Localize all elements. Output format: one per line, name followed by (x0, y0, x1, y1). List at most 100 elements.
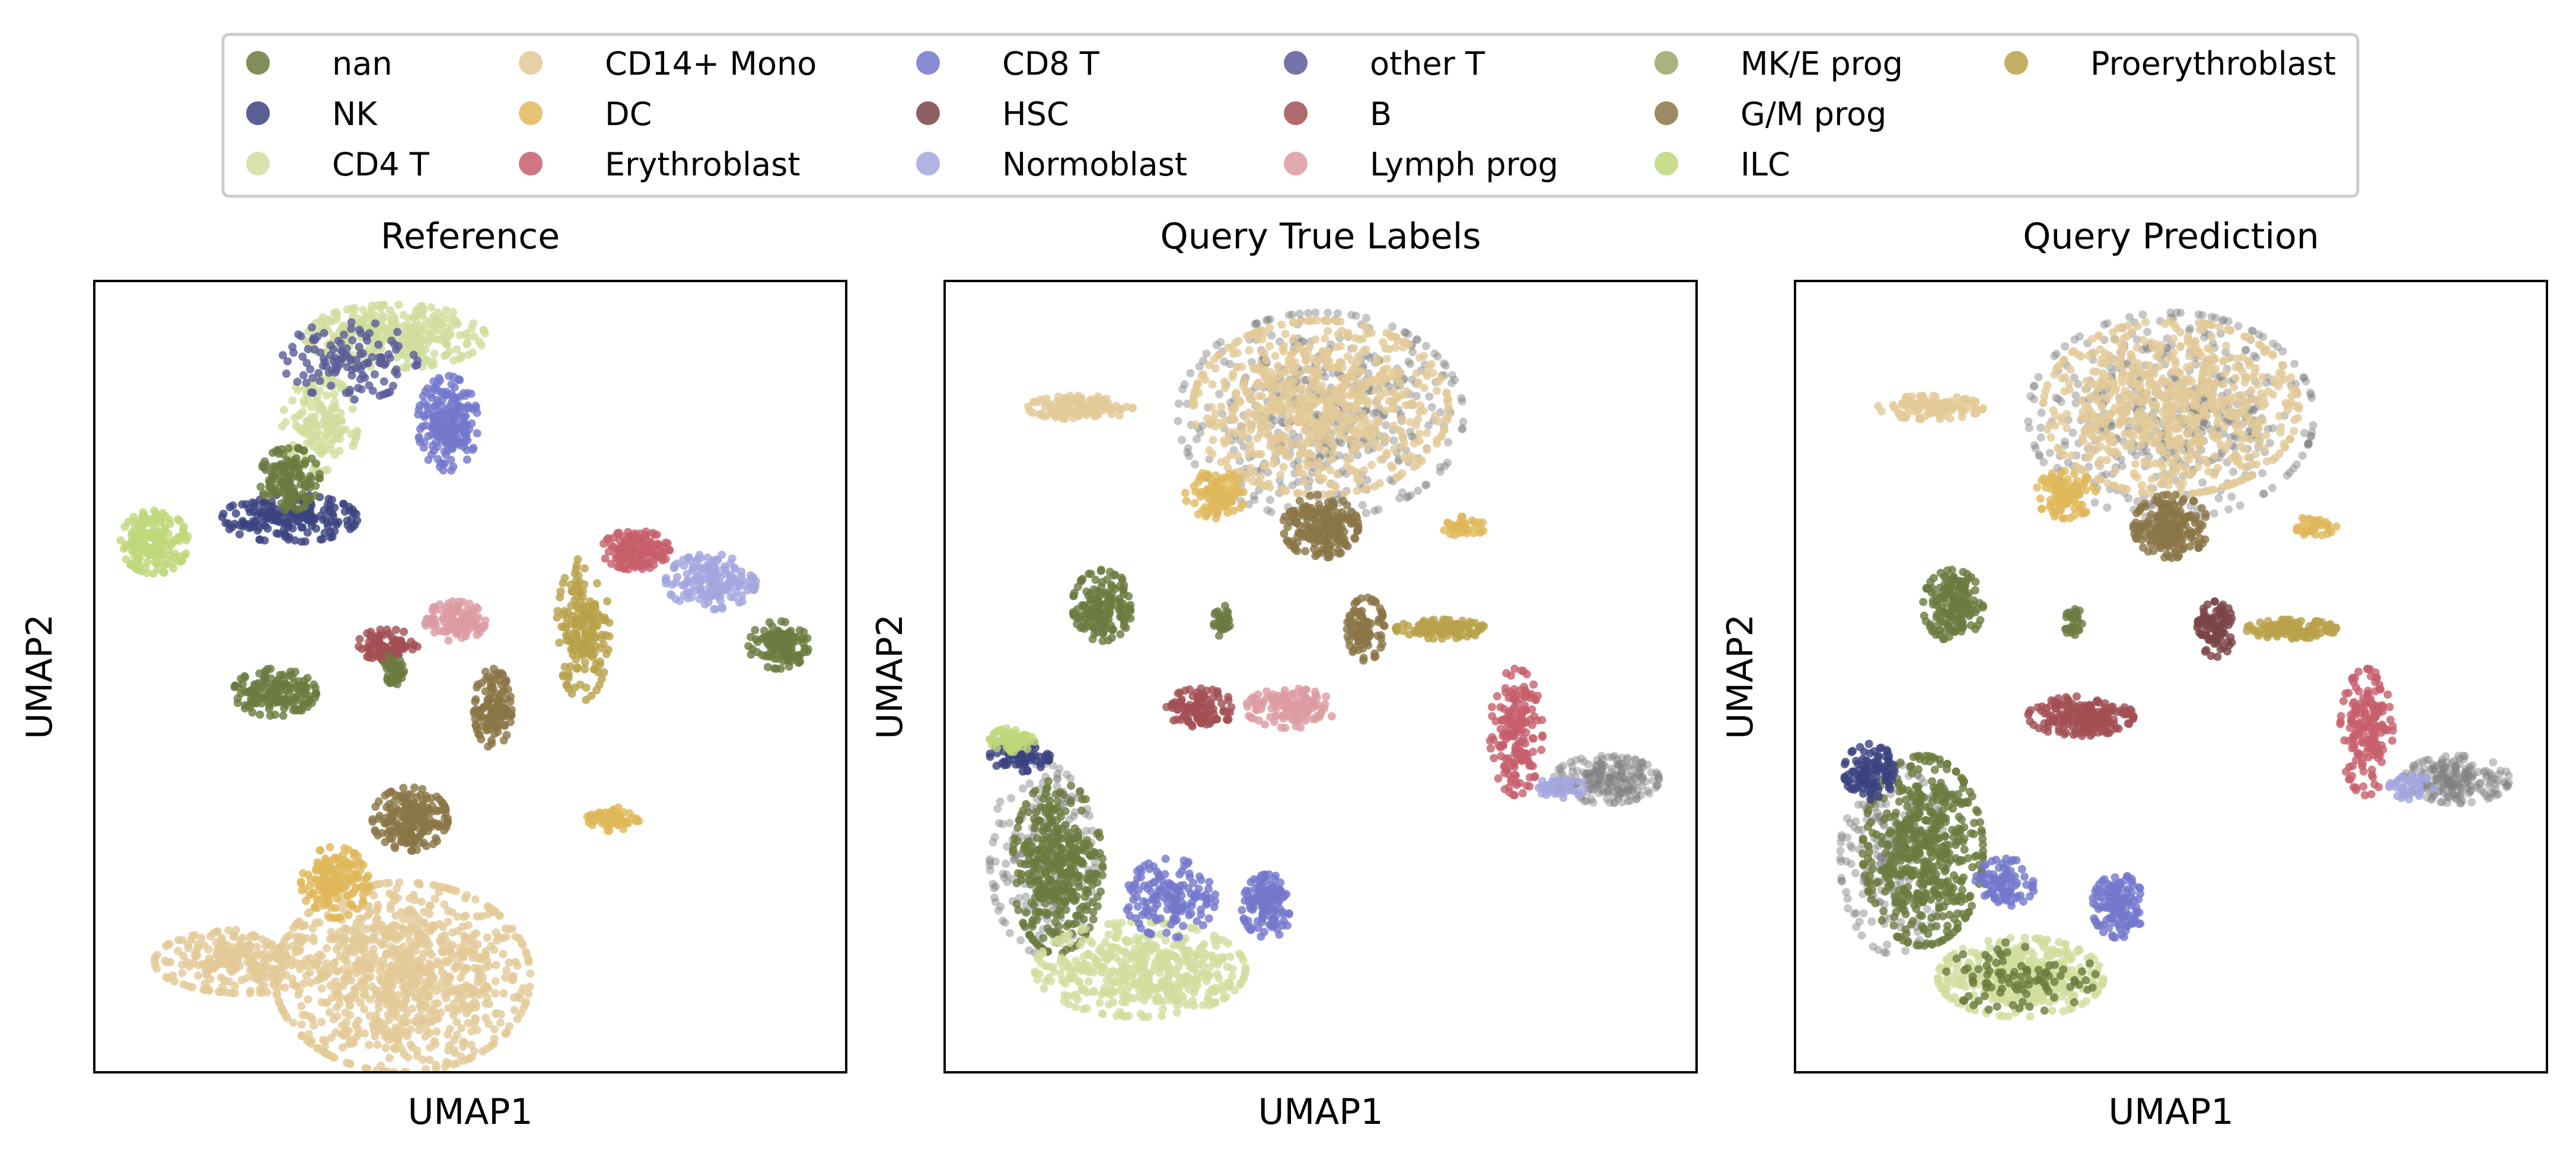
point (409, 350, 418, 359)
point (445, 972, 454, 981)
point (429, 923, 438, 932)
point (1430, 349, 1439, 358)
point (264, 704, 273, 713)
point (230, 519, 239, 528)
point (770, 664, 779, 673)
point (179, 951, 187, 960)
point (335, 446, 344, 455)
point (1325, 357, 1334, 366)
cluster-g-m-prog (368, 783, 452, 855)
point (604, 646, 613, 654)
point (490, 1034, 499, 1043)
point (377, 977, 386, 986)
point (311, 690, 320, 699)
point (428, 975, 436, 984)
point (332, 1003, 341, 1012)
point (452, 887, 461, 896)
point (683, 587, 691, 596)
point (1195, 362, 1204, 371)
point (447, 456, 455, 465)
point (247, 696, 256, 705)
point (584, 632, 593, 641)
point (420, 918, 429, 927)
point (1216, 338, 1225, 347)
point (597, 630, 606, 639)
point (1372, 408, 1381, 417)
point (374, 797, 383, 806)
point (467, 1027, 476, 1036)
point (1422, 480, 1431, 489)
point (1266, 442, 1275, 450)
point (437, 806, 446, 814)
point (317, 511, 326, 520)
point (345, 1027, 353, 1035)
point (1250, 496, 1259, 504)
point (431, 606, 439, 615)
point (500, 973, 509, 982)
point (408, 1004, 416, 1013)
point (332, 421, 340, 430)
point (1254, 392, 1263, 401)
point (240, 520, 249, 529)
point (306, 876, 315, 884)
point (568, 587, 576, 596)
point (342, 951, 351, 960)
point (445, 884, 454, 893)
point (235, 942, 244, 951)
point (270, 680, 279, 689)
point (1243, 389, 1252, 398)
point (293, 378, 302, 386)
point (408, 846, 417, 855)
point (449, 1011, 458, 1020)
point (1190, 460, 1199, 469)
cluster-normoblast (661, 551, 760, 614)
point (386, 905, 395, 913)
point (1360, 485, 1369, 494)
point (440, 900, 449, 909)
point (350, 941, 359, 950)
point (1362, 509, 1370, 517)
point (256, 988, 264, 997)
point (213, 927, 222, 936)
point (311, 397, 320, 406)
point (399, 942, 408, 951)
point (487, 682, 496, 691)
point (765, 618, 774, 627)
point (1271, 416, 1280, 425)
point (326, 843, 334, 852)
point (562, 623, 570, 632)
point (1225, 360, 1234, 369)
point (273, 512, 282, 520)
point (690, 582, 699, 590)
point (579, 624, 588, 632)
point (400, 1050, 409, 1059)
point (375, 967, 384, 976)
point (165, 940, 174, 948)
point (264, 688, 273, 696)
point (486, 717, 495, 726)
point (1180, 380, 1189, 389)
point (350, 303, 359, 312)
point (238, 680, 247, 688)
legend-marker-other-t (1284, 51, 1308, 75)
point (260, 491, 269, 500)
point (1382, 421, 1391, 430)
point (1225, 436, 1233, 445)
legend-entry-mk-e-prog: MK/E prog (1654, 45, 1903, 82)
point (268, 695, 276, 704)
point (360, 875, 369, 884)
point (329, 345, 338, 354)
point (264, 512, 273, 520)
point (1401, 328, 1410, 337)
point (464, 1018, 473, 1027)
point (1215, 389, 1224, 398)
point (396, 951, 404, 960)
point (1264, 379, 1273, 388)
point (1278, 407, 1287, 416)
point (326, 440, 335, 448)
point (497, 669, 506, 678)
point (440, 421, 449, 430)
point (605, 808, 614, 817)
point (211, 963, 220, 972)
point (355, 315, 364, 324)
